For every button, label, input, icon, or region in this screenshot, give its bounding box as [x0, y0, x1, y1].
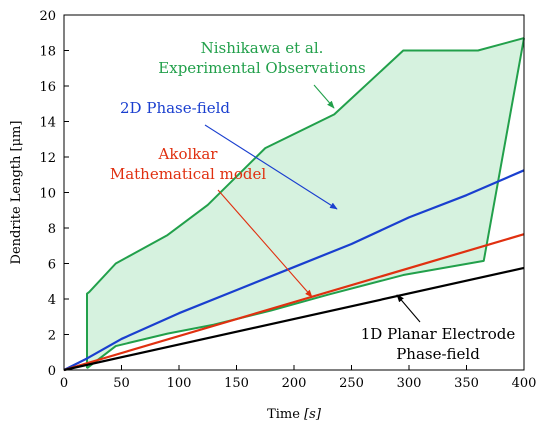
y-tick-label: 8 — [48, 222, 56, 237]
y-axis-label: Dendrite Length [μm] — [9, 121, 24, 265]
x-tick-label: 350 — [454, 376, 479, 391]
annotation-nishikawa-line: Experimental Observations — [158, 59, 365, 77]
x-tick-label: 50 — [113, 376, 130, 391]
experimental-upper-line — [86, 37, 525, 369]
x-axis-label-text: Time — [267, 407, 304, 422]
x-tick-label: 400 — [512, 376, 537, 391]
y-tick-label: 18 — [39, 45, 56, 60]
y-tick-label: 12 — [39, 151, 56, 166]
annotation-2d-phase-field-line: 2D Phase-field — [120, 99, 230, 117]
y-tick-label: 20 — [39, 9, 56, 24]
annotation-1d-planar-line: Phase-field — [396, 345, 480, 363]
y-tick-label: 14 — [39, 116, 56, 131]
series-layer — [63, 169, 525, 372]
experimental-band-fill — [87, 38, 524, 369]
y-tick-label: 4 — [48, 293, 56, 308]
annotation-arrow-layer — [204, 84, 421, 323]
annotation-1d-planar-line: 1D Planar Electrode — [361, 325, 516, 343]
y-tick-label: 6 — [48, 258, 56, 273]
planar-electrode-1d-line — [63, 266, 525, 372]
x-tick-label: 300 — [397, 376, 422, 391]
tick-layer: 0 50 100 150 200 250 300 350 400 0 2 4 6 8 10 12 14 16 18 2… — [39, 9, 536, 391]
annotation-nishikawa-arrow — [313, 84, 335, 109]
annotation-akolkar-line: Mathematical model — [110, 165, 267, 183]
y-tick-label: 0 — [48, 364, 56, 379]
phase-field-2d-line — [63, 169, 525, 371]
x-tick-label: 0 — [60, 376, 68, 391]
experimental-band-layer — [86, 37, 525, 370]
x-tick-label: 100 — [167, 376, 192, 391]
annotation-layer: Nishikawa et al. Experimental Observation… — [110, 39, 515, 363]
y-tick-label: 2 — [48, 329, 56, 344]
x-tick-label: 150 — [224, 376, 249, 391]
experimental-lower-line — [86, 37, 525, 370]
x-axis-label-unit: [s] — [304, 407, 322, 422]
annotation-1d-planar-arrow — [396, 294, 421, 323]
x-axis-label: Time [s] — [267, 407, 322, 422]
y-tick-label: 16 — [39, 80, 56, 95]
x-tick-label: 200 — [282, 376, 307, 391]
annotation-akolkar-arrow — [217, 189, 313, 298]
x-tick-label: 250 — [339, 376, 364, 391]
akolkar-model-line — [63, 233, 525, 372]
annotation-akolkar-line: Akolkar — [158, 145, 219, 163]
y-tick-label: 10 — [39, 187, 56, 202]
annotation-nishikawa-line: Nishikawa et al. — [201, 39, 324, 57]
annotation-2d-phase-field-arrow — [204, 124, 338, 210]
